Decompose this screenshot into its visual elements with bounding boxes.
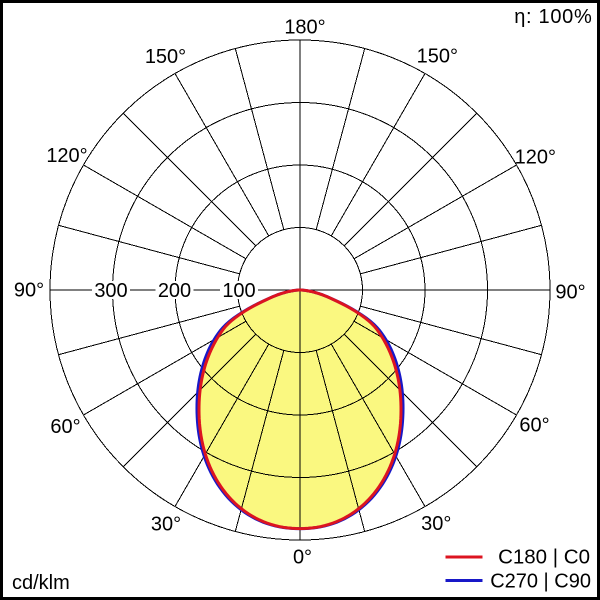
svg-text:C270 | C90: C270 | C90 <box>490 571 591 593</box>
svg-text:300: 300 <box>94 280 127 302</box>
svg-text:150°: 150° <box>145 46 186 68</box>
svg-text:120°: 120° <box>515 147 556 169</box>
svg-text:η: 100%: η: 100% <box>514 6 592 28</box>
svg-text:60°: 60° <box>519 415 549 437</box>
svg-text:30°: 30° <box>151 514 181 536</box>
svg-text:0°: 0° <box>293 547 312 569</box>
svg-text:cd/klm: cd/klm <box>12 572 70 594</box>
svg-text:200: 200 <box>158 280 191 302</box>
svg-text:120°: 120° <box>46 145 87 167</box>
svg-text:30°: 30° <box>421 513 451 535</box>
svg-text:150°: 150° <box>417 46 458 68</box>
svg-text:90°: 90° <box>14 280 44 302</box>
svg-text:180°: 180° <box>284 17 325 39</box>
svg-text:C180 | C0: C180 | C0 <box>498 546 590 569</box>
svg-text:60°: 60° <box>50 416 80 438</box>
svg-text:90°: 90° <box>555 282 585 304</box>
svg-text:100: 100 <box>222 280 255 302</box>
